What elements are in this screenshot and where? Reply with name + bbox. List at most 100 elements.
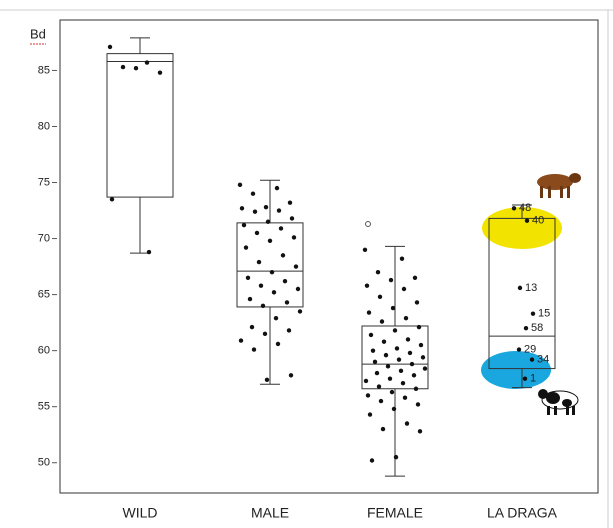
data-point <box>273 315 279 321</box>
data-point <box>109 197 115 202</box>
data-point <box>363 378 369 384</box>
data-point <box>409 361 415 367</box>
data-point <box>392 328 398 333</box>
data-point <box>249 324 255 330</box>
data-point <box>372 359 378 365</box>
y-tick-label: 75 <box>38 176 50 188</box>
data-point <box>413 386 419 391</box>
data-point <box>399 256 405 261</box>
data-point <box>278 226 284 231</box>
data-point <box>522 376 528 381</box>
data-point <box>133 65 139 71</box>
y-tick-label: 60 <box>38 345 50 357</box>
data-point <box>282 278 288 284</box>
data-point <box>251 347 257 352</box>
data-point <box>405 337 411 342</box>
data-point <box>396 357 402 362</box>
data-point <box>389 389 395 395</box>
data-point <box>364 283 370 288</box>
data-point <box>120 64 126 70</box>
x-tick-label: WILD <box>123 505 158 521</box>
data-point <box>241 222 247 228</box>
data-point <box>297 309 303 314</box>
data-point <box>263 204 269 210</box>
data-point <box>388 277 394 283</box>
data-point <box>367 412 373 417</box>
data-point <box>380 426 386 432</box>
data-point <box>378 398 384 404</box>
y-axis-label: Bd <box>30 26 46 41</box>
data-point <box>265 219 271 224</box>
data-point <box>416 324 422 330</box>
data-point <box>256 259 262 265</box>
data-point <box>280 253 286 258</box>
data-point <box>417 429 423 434</box>
data-point <box>368 332 374 338</box>
data-point <box>245 275 251 280</box>
data-point <box>375 269 381 275</box>
data-point <box>511 206 517 211</box>
data-point <box>403 315 409 321</box>
data-point <box>411 373 417 378</box>
data-point <box>370 348 376 353</box>
data-point <box>516 347 522 352</box>
data-point <box>530 311 536 316</box>
y-tick-label: 55 <box>38 401 50 413</box>
data-point <box>400 380 406 386</box>
data-point <box>420 355 426 360</box>
data-point <box>295 286 301 292</box>
data-point <box>390 305 396 311</box>
highlight-yellow <box>482 207 562 249</box>
data-point <box>398 368 404 374</box>
data-point <box>286 328 292 333</box>
data-point <box>362 247 368 252</box>
data-point <box>374 370 380 376</box>
data-point <box>381 339 387 344</box>
data-point <box>387 376 393 381</box>
data-point <box>376 384 382 389</box>
data-point <box>529 357 535 362</box>
data-point <box>369 458 375 463</box>
data-point <box>377 294 383 300</box>
outlier <box>365 220 371 227</box>
data-point <box>414 300 420 305</box>
data-point <box>260 303 266 309</box>
point-label: 40 <box>532 215 544 227</box>
y-tick-label: 65 <box>38 289 50 301</box>
data-point <box>401 286 407 292</box>
x-tick-label: MALE <box>251 505 289 521</box>
point-label: 58 <box>531 322 543 334</box>
data-point <box>402 395 408 400</box>
point-label: 1 <box>530 373 536 385</box>
data-point <box>276 208 282 213</box>
data-point <box>524 218 530 223</box>
plot-frame <box>59 19 599 494</box>
data-point <box>289 216 295 221</box>
data-point <box>412 275 418 280</box>
data-point <box>144 60 150 65</box>
data-point <box>275 341 281 347</box>
data-point <box>418 342 424 348</box>
data-point <box>107 44 113 50</box>
data-point <box>523 326 529 331</box>
data-point <box>391 406 397 412</box>
point-label: 15 <box>538 308 550 320</box>
data-point <box>264 377 270 382</box>
data-point <box>239 206 245 211</box>
x-tick-label: LA DRAGA <box>487 505 558 521</box>
data-point <box>293 264 299 269</box>
icon-bull <box>537 173 581 198</box>
icon-cow <box>538 389 579 415</box>
data-point <box>262 331 268 337</box>
point-label: 29 <box>524 343 536 355</box>
data-point <box>517 285 523 291</box>
data-point <box>238 338 244 343</box>
data-point <box>252 209 258 214</box>
data-point <box>407 350 413 356</box>
point-label: 13 <box>525 282 537 294</box>
data-point <box>254 230 260 236</box>
data-point <box>415 402 421 407</box>
data-point <box>284 300 290 305</box>
y-tick-label: 70 <box>38 232 50 244</box>
